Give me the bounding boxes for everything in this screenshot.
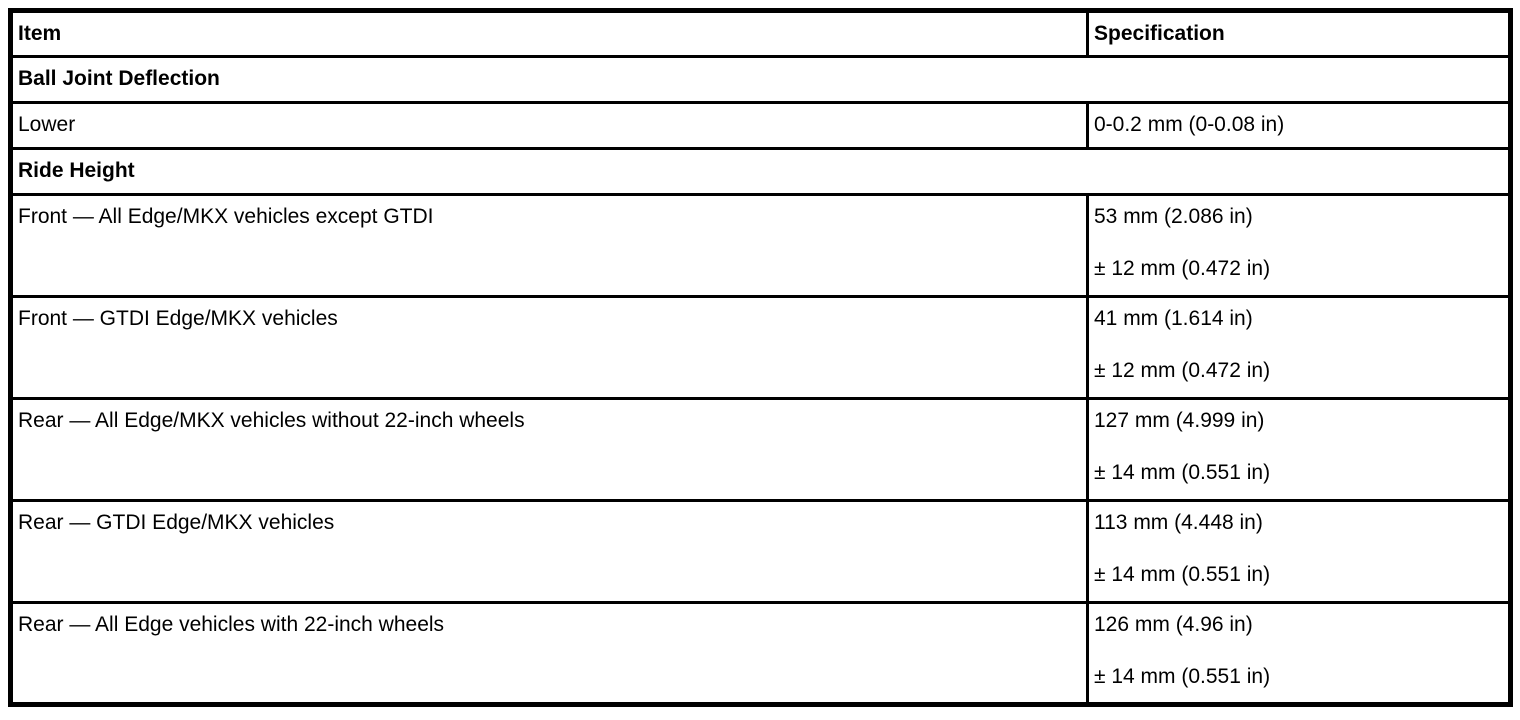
table-body: Ball Joint Deflection Lower 0-0.2 mm (0-0.… (9, 55, 1512, 706)
table-row: Lower 0-0.2 mm (0-0.08 in) (9, 101, 1512, 150)
specification-value: ± 14 mm (0.551 in) (1094, 461, 1271, 484)
specification-cell: 0-0.2 mm (0-0.08 in) (1086, 101, 1512, 150)
table-row: Front — All Edge/MKX vehicles except GTD… (9, 193, 1512, 298)
specification-value: ± 12 mm (0.472 in) (1094, 257, 1271, 280)
specification-value: 53 mm (2.086 in) (1094, 205, 1253, 228)
specification-cell: 113 mm (4.448 in) ± 14 mm (0.551 in) (1086, 499, 1512, 604)
section-row: Ball Joint Deflection (9, 55, 1512, 104)
specification-value: 126 mm (4.96 in) (1094, 613, 1253, 636)
item-cell: Front — All Edge/MKX vehicles except GTD… (9, 193, 1089, 298)
specification-table: Item Specification Ball Joint Deflection… (8, 8, 1513, 707)
table-row: Rear — All Edge vehicles with 22-inch wh… (9, 601, 1512, 706)
item-cell: Rear — All Edge vehicles with 22-inch wh… (9, 601, 1089, 706)
section-header-label: Ride Height (9, 147, 1512, 196)
table-row: Rear — GTDI Edge/MKX vehicles 113 mm (4.4… (9, 499, 1512, 604)
specification-value: 127 mm (4.999 in) (1094, 409, 1265, 432)
specification-value: 41 mm (1.614 in) (1094, 307, 1253, 330)
section-row: Ride Height (9, 147, 1512, 196)
specification-value: ± 14 mm (0.551 in) (1094, 563, 1271, 586)
item-cell: Rear — All Edge/MKX vehicles without 22-… (9, 397, 1089, 502)
specification-cell: 126 mm (4.96 in) ± 14 mm (0.551 in) (1086, 601, 1512, 706)
specification-value: 0-0.2 mm (0-0.08 in) (1094, 113, 1285, 136)
item-cell: Front — GTDI Edge/MKX vehicles (9, 295, 1089, 400)
table-row: Rear — All Edge/MKX vehicles without 22-… (9, 397, 1512, 502)
table-row: Front — GTDI Edge/MKX vehicles 41 mm (1.6… (9, 295, 1512, 400)
specification-value: 113 mm (4.448 in) (1094, 511, 1263, 534)
column-header-item: Item (9, 9, 1089, 58)
item-cell: Lower (9, 101, 1089, 150)
specification-cell: 127 mm (4.999 in) ± 14 mm (0.551 in) (1086, 397, 1512, 502)
section-header-label: Ball Joint Deflection (9, 55, 1512, 104)
specification-cell: 53 mm (2.086 in) ± 12 mm (0.472 in) (1086, 193, 1512, 298)
column-header-specification: Specification (1086, 9, 1512, 58)
specification-value: ± 14 mm (0.551 in) (1094, 665, 1271, 688)
specification-value: ± 12 mm (0.472 in) (1094, 359, 1271, 382)
specification-cell: 41 mm (1.614 in) ± 12 mm (0.472 in) (1086, 295, 1512, 400)
item-cell: Rear — GTDI Edge/MKX vehicles (9, 499, 1089, 604)
table-header-row: Item Specification (9, 9, 1512, 58)
